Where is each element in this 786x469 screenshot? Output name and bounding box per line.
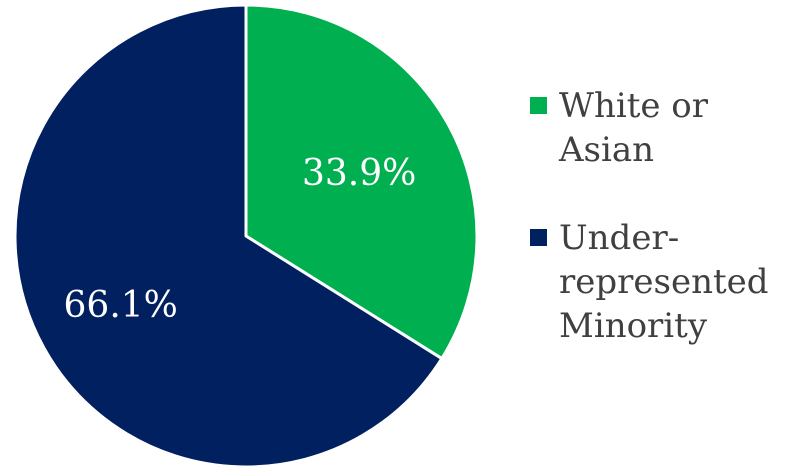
legend: White or Asian Under- represented Minori…	[530, 84, 786, 392]
pie-slice-white-or-asian	[244, 3, 479, 361]
legend-label-under-represented-minority: Under- represented Minority	[559, 218, 769, 346]
legend-item-white-or-asian: White or Asian	[530, 84, 786, 172]
legend-swatch-under-represented-minority	[530, 229, 547, 246]
legend-swatch-white-or-asian	[530, 97, 547, 114]
pie-slice-under-represented-minority	[13, 3, 444, 469]
legend-item-under-represented-minority: Under- represented Minority	[530, 216, 786, 348]
data-label-white-or-asian: 33.9%	[302, 153, 416, 194]
pie-data-labels: 33.9% 66.1%	[64, 153, 417, 326]
legend-label-white-or-asian: White or Asian	[559, 86, 709, 170]
pie-slices	[13, 3, 479, 469]
data-label-under-represented-minority: 66.1%	[64, 285, 178, 326]
